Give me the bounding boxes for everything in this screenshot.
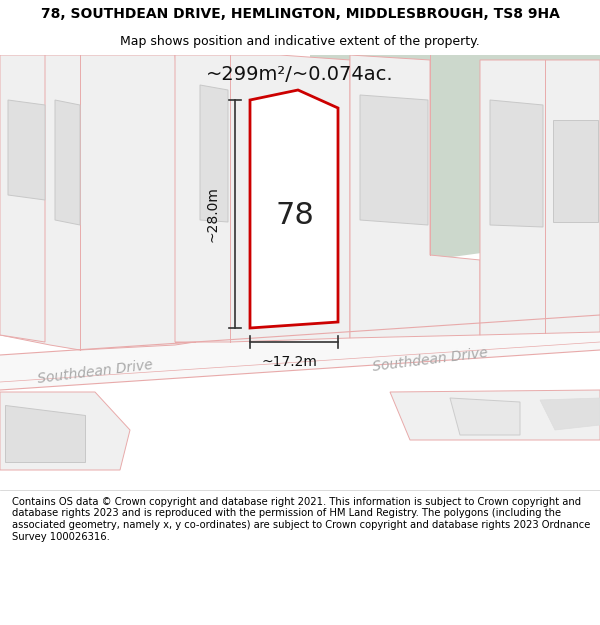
- Polygon shape: [8, 100, 45, 200]
- Polygon shape: [480, 60, 600, 335]
- Text: Contains OS data © Crown copyright and database right 2021. This information is : Contains OS data © Crown copyright and d…: [12, 497, 590, 541]
- Text: ~299m²/~0.074ac.: ~299m²/~0.074ac.: [206, 66, 394, 84]
- Polygon shape: [5, 405, 85, 462]
- Polygon shape: [250, 90, 338, 328]
- Text: Map shows position and indicative extent of the property.: Map shows position and indicative extent…: [120, 35, 480, 48]
- Polygon shape: [175, 55, 350, 342]
- Polygon shape: [360, 95, 428, 225]
- Text: Southdean Drive: Southdean Drive: [37, 358, 154, 386]
- Polygon shape: [0, 315, 600, 390]
- Polygon shape: [540, 398, 600, 430]
- Polygon shape: [0, 392, 130, 470]
- Polygon shape: [55, 100, 80, 225]
- Text: 78, SOUTHDEAN DRIVE, HEMLINGTON, MIDDLESBROUGH, TS8 9HA: 78, SOUTHDEAN DRIVE, HEMLINGTON, MIDDLES…: [41, 7, 559, 21]
- Polygon shape: [310, 55, 600, 260]
- Text: ~17.2m: ~17.2m: [261, 355, 317, 369]
- Polygon shape: [350, 55, 480, 338]
- Polygon shape: [0, 55, 45, 342]
- Polygon shape: [390, 390, 600, 440]
- Polygon shape: [450, 398, 520, 435]
- Text: ~28.0m: ~28.0m: [206, 186, 220, 242]
- Polygon shape: [200, 85, 228, 222]
- Text: 78: 78: [275, 201, 314, 229]
- Polygon shape: [553, 120, 598, 222]
- Text: Southdean Drive: Southdean Drive: [371, 346, 488, 374]
- Polygon shape: [0, 55, 195, 350]
- Polygon shape: [490, 100, 543, 227]
